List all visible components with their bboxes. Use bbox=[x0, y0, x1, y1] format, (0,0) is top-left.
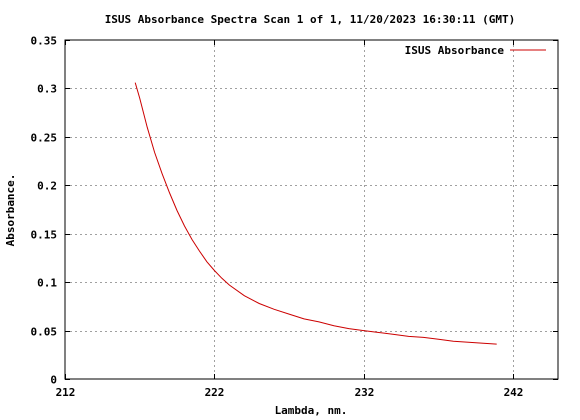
x-tick-label: 212 bbox=[56, 386, 76, 399]
legend: ISUS Absorbance bbox=[405, 44, 546, 57]
y-tick-label: 0.35 bbox=[31, 35, 58, 48]
x-tick-label: 222 bbox=[205, 386, 225, 399]
series-line-isus-absorbance bbox=[134, 82, 497, 345]
x-tick-label: 242 bbox=[504, 386, 524, 399]
tick-layer: 0 0.05 0.1 0.15 0.2 0.25 0.3 0.35 212 222 232 242 bbox=[31, 35, 558, 399]
series-layer bbox=[134, 82, 497, 345]
x-tick-label: 232 bbox=[355, 386, 375, 399]
y-axis-label: Absorbance. bbox=[4, 174, 17, 247]
x-axis-label: Lambda, nm. bbox=[275, 404, 348, 417]
y-tick-label: 0.2 bbox=[37, 180, 57, 193]
plot-frame bbox=[64, 39, 559, 380]
chart-title: ISUS Absorbance Spectra Scan 1 of 1, 11/… bbox=[105, 13, 516, 26]
y-tick-label: 0.25 bbox=[31, 132, 58, 145]
grid-layer bbox=[65, 40, 558, 379]
y-tick-label: 0.1 bbox=[37, 277, 57, 290]
y-tick-label: 0.3 bbox=[37, 83, 57, 96]
legend-label: ISUS Absorbance bbox=[405, 44, 505, 57]
y-tick-label: 0 bbox=[50, 374, 57, 387]
y-tick-label: 0.05 bbox=[31, 326, 58, 339]
y-tick-label: 0.15 bbox=[31, 229, 58, 242]
